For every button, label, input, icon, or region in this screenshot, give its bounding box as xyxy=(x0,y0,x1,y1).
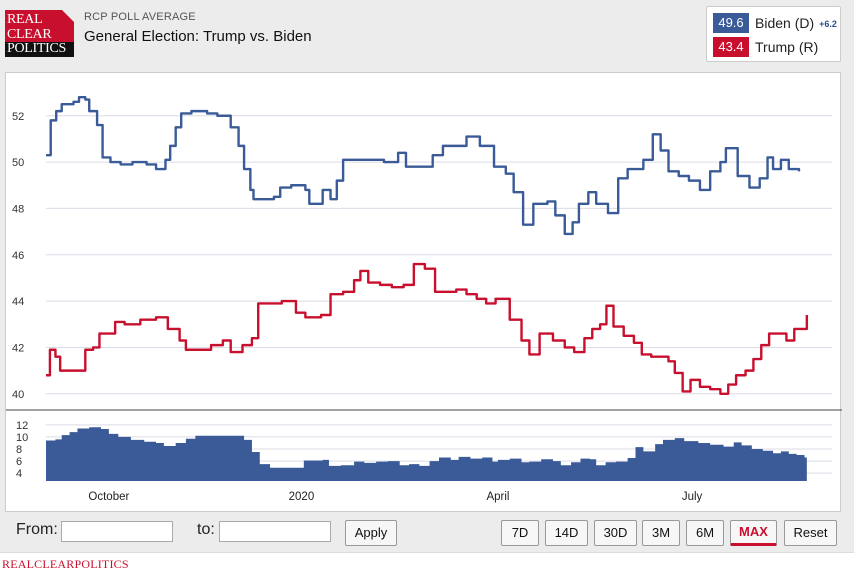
legend-label-trump: Trump (R) xyxy=(755,39,819,55)
from-date-input[interactable] xyxy=(61,521,173,542)
chart-container: 52 50 48 46 44 42 40 12 10 8 6 4 October 2020 April Jul… xyxy=(5,72,842,513)
range-30d-button[interactable]: 30D xyxy=(594,520,637,546)
spread-y-tick-label: 12 xyxy=(16,420,28,432)
range-max-button[interactable]: MAX xyxy=(730,520,777,546)
legend: 49.6 Biden (D) +6.2 43.4 Trump (R) xyxy=(706,6,841,62)
logo-line-2: CLEAR xyxy=(7,26,52,42)
legend-label-biden: Biden (D) xyxy=(755,15,815,31)
y-tick-label: 40 xyxy=(12,389,24,401)
footer: REALCLEARPOLITICS xyxy=(0,552,854,574)
series-line-trump[interactable] xyxy=(46,262,809,395)
y-tick-label: 42 xyxy=(12,342,24,354)
y-tick-label: 48 xyxy=(12,203,24,215)
spread-y-tick-label: 10 xyxy=(16,432,28,444)
kicker: RCP POLL AVERAGE xyxy=(84,11,196,23)
y-tick-label: 46 xyxy=(12,250,24,262)
y-tick-label: 44 xyxy=(12,296,24,308)
reset-button[interactable]: Reset xyxy=(784,520,837,546)
legend-value-trump: 43.4 xyxy=(713,37,749,57)
logo-fold xyxy=(62,10,74,22)
range-7d-button[interactable]: 7D xyxy=(501,520,539,546)
rcp-logo[interactable]: REAL CLEAR POLITICS xyxy=(5,10,74,57)
footer-brand[interactable]: REALCLEARPOLITICS xyxy=(2,557,129,571)
legend-item-trump: 43.4 Trump (R) xyxy=(713,37,818,57)
y-tick-label: 50 xyxy=(12,157,24,169)
x-tick-label: October xyxy=(88,491,129,503)
to-label: to: xyxy=(197,521,215,538)
apply-button[interactable]: Apply xyxy=(345,520,397,546)
series-line-biden[interactable] xyxy=(46,96,801,236)
range-14d-button[interactable]: 14D xyxy=(545,520,588,546)
spread-y-tick-label: 6 xyxy=(16,456,22,468)
to-date-input[interactable] xyxy=(219,521,331,542)
spread-area[interactable] xyxy=(46,427,807,481)
from-label: From: xyxy=(16,521,58,538)
x-tick-label: April xyxy=(486,491,509,503)
spread-y-tick-label: 8 xyxy=(16,444,22,456)
x-tick-label: 2020 xyxy=(289,491,315,503)
y-tick-label: 52 xyxy=(12,111,24,123)
range-6m-button[interactable]: 6M xyxy=(686,520,724,546)
legend-spread: +6.2 xyxy=(819,19,837,29)
spread-y-tick-label: 4 xyxy=(16,468,22,480)
date-controls: From: to: Apply 7D 14D 30D 3M 6M MAX Res… xyxy=(0,512,854,552)
x-tick-label: July xyxy=(682,491,703,503)
legend-value-biden: 49.6 xyxy=(713,13,749,33)
page-title: General Election: Trump vs. Biden xyxy=(84,28,312,45)
range-3m-button[interactable]: 3M xyxy=(642,520,680,546)
legend-item-biden: 49.6 Biden (D) +6.2 xyxy=(713,13,837,33)
logo-line-1: REAL xyxy=(7,12,43,27)
logo-line-3: POLITICS xyxy=(5,41,74,57)
